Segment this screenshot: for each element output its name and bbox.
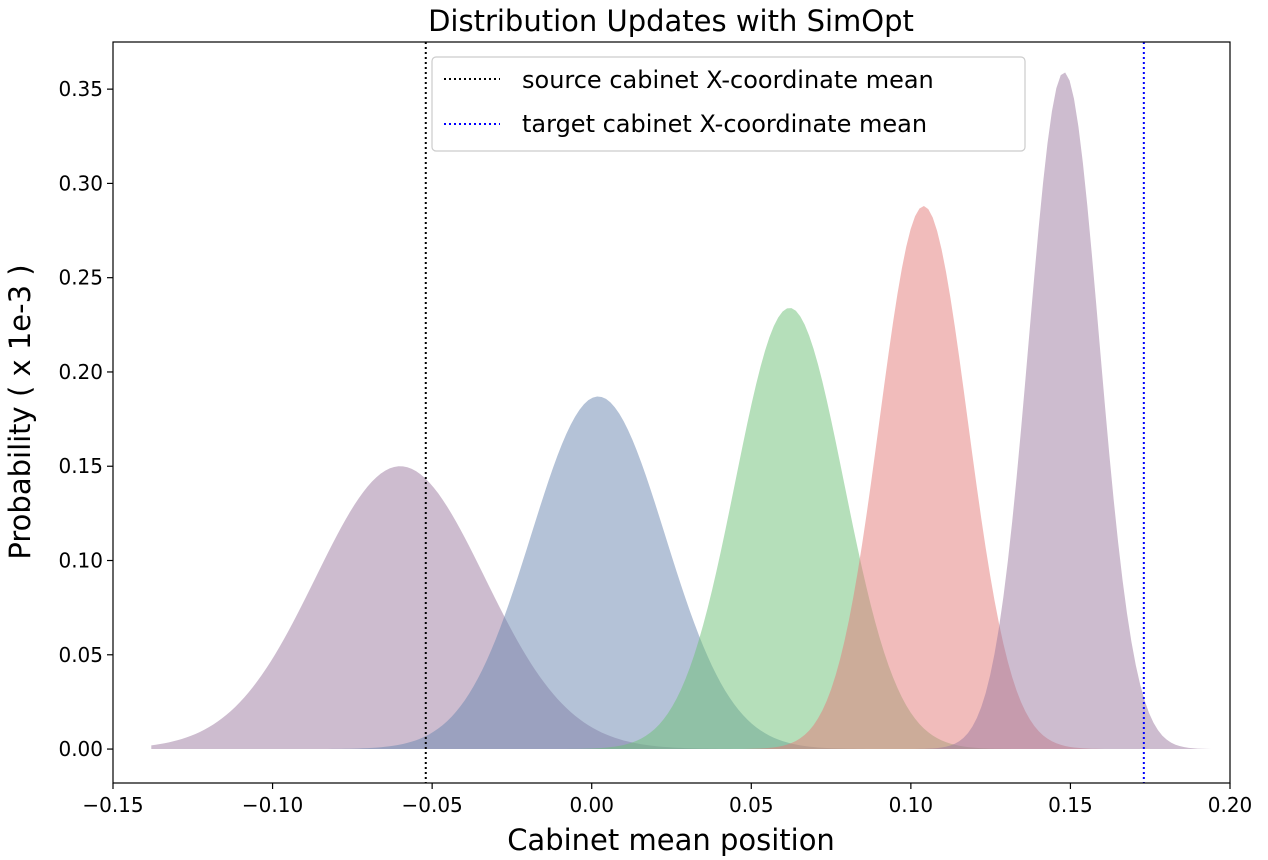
x-tick-label: 0.20: [1208, 793, 1253, 817]
distribution-area-1: [151, 466, 1211, 750]
x-tick-label: −0.15: [82, 793, 143, 817]
y-tick-label: 0.20: [58, 360, 103, 384]
y-axis: 0.00 0.05 0.10 0.15 0.20 0.25 0.30 0.35: [58, 77, 113, 761]
legend: source cabinet X-coordinate mean target …: [431, 56, 1026, 152]
legend-label-target: target cabinet X-coordinate mean: [522, 110, 927, 138]
y-tick-label: 0.10: [58, 549, 103, 573]
y-tick-label: 0.30: [58, 171, 103, 195]
plot-frame: [112, 41, 1231, 784]
y-axis-title: Probability ( x 1e-3 ): [3, 264, 37, 559]
x-axis-title: Cabinet mean position: [507, 823, 835, 857]
distribution-area-4: [151, 206, 1211, 750]
chart-title: Distribution Updates with SimOpt: [428, 4, 914, 38]
reference-lines: [424, 42, 1145, 783]
legend-label-source: source cabinet X-coordinate mean: [522, 66, 934, 94]
distribution-area-5: [151, 72, 1211, 750]
y-tick-label: 0.00: [58, 737, 103, 761]
distribution-area-2: [151, 396, 1211, 750]
y-tick-label: 0.15: [58, 454, 103, 478]
x-tick-label: 0.10: [889, 793, 934, 817]
x-tick-label: −0.10: [242, 793, 303, 817]
x-tick-label: −0.05: [401, 793, 462, 817]
y-tick-label: 0.05: [58, 643, 103, 667]
series-layer: [151, 72, 1211, 750]
legend-box: [431, 56, 1026, 152]
y-tick-label: 0.35: [58, 77, 103, 101]
y-tick-label: 0.25: [58, 266, 103, 290]
x-tick-label: 0.00: [569, 793, 614, 817]
x-axis: −0.15 −0.10 −0.05 0.00 0.05 0.10 0.15 0.20: [82, 783, 1252, 817]
x-tick-label: 0.05: [729, 793, 774, 817]
x-tick-label: 0.15: [1048, 793, 1093, 817]
